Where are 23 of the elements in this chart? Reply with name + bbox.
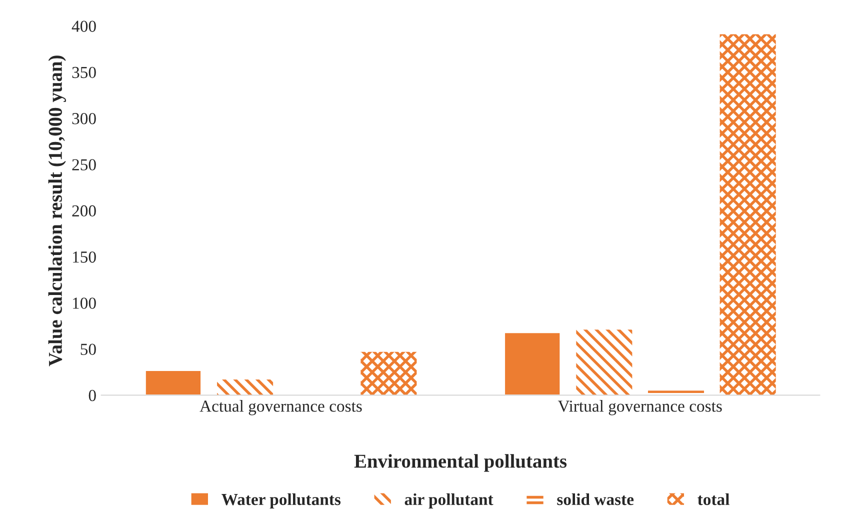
y-tick-label: 50 [80,344,96,355]
bar [217,380,274,396]
x-tick-label: Actual governance costs [200,400,362,416]
legend-label: solid waste [557,493,634,506]
y-tick-label: 250 [72,159,96,170]
legend-label: air pollutant [404,493,494,508]
legend-label: Water pollutants [222,493,341,508]
y-axis-title: Value calculation result (10,000 yuan) [48,56,66,366]
y-tick-label: 350 [72,66,96,78]
bar [144,370,202,396]
y-tick-label: 300 [72,113,96,124]
y-tick-label: 200 [72,205,96,217]
y-tick-label: 0 [88,390,96,402]
x-tick-label: Virtual governance costs [558,400,722,416]
legend-label: total [698,493,730,506]
bar [504,332,562,396]
bar [360,352,417,396]
bar [576,330,632,396]
y-tick-label: 150 [73,251,96,263]
y-tick-label: 400 [72,20,96,32]
y-tick-label: 100 [73,298,96,309]
bar [720,34,776,396]
x-axis-title: Environmental pollutants [354,454,567,472]
